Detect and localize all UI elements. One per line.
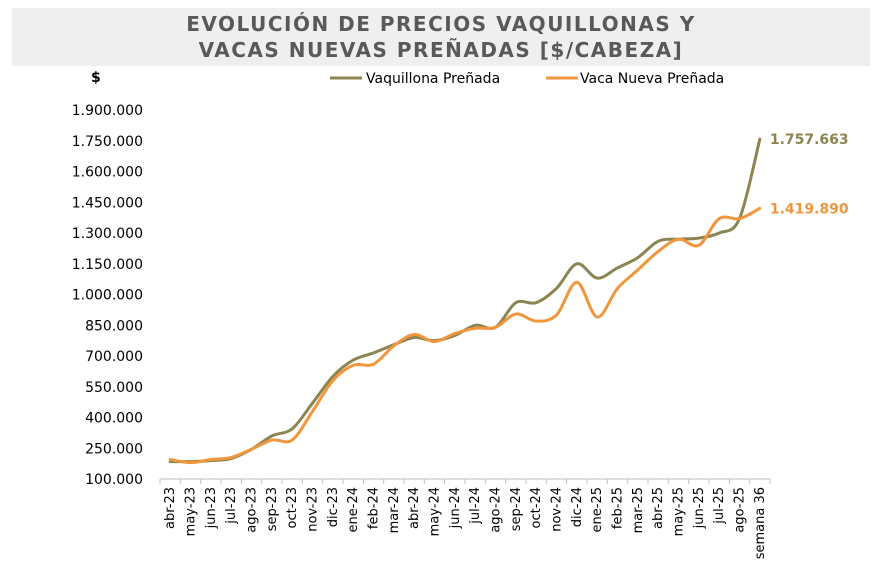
y-tick-label: 250.000 xyxy=(85,441,143,457)
x-tick-label: sep-24 xyxy=(509,487,524,531)
series-lines xyxy=(168,137,762,465)
x-tick-label: dic-23 xyxy=(326,487,341,527)
x-tick-label: mar-25 xyxy=(631,487,646,533)
x-tick-label: abr-24 xyxy=(407,487,422,529)
x-tick-label: jun-25 xyxy=(692,487,707,529)
x-tick-label: dic-24 xyxy=(570,487,585,527)
end-label-vaca: 1.419.890 xyxy=(770,201,849,217)
chart-title-bar: EVOLUCIÓN DE PRECIOS VAQUILLONAS Y VACAS… xyxy=(12,8,870,66)
series-line-vaquillona xyxy=(168,137,762,464)
y-tick-label: 1.150.000 xyxy=(72,257,143,273)
x-tick-label: sep-23 xyxy=(265,487,280,531)
y-tick-label: 1.300.000 xyxy=(72,226,143,242)
y-tick-label: 1.750.000 xyxy=(72,134,143,150)
chart-title-line-2: VACAS NUEVAS PREÑADAS [$/CABEZA] xyxy=(198,38,684,62)
y-tick-label: 400.000 xyxy=(85,411,143,427)
y-tick-label: 700.000 xyxy=(85,349,143,365)
x-tick-label: jun-24 xyxy=(448,487,463,529)
x-tick-label: may-24 xyxy=(428,487,443,536)
x-tick-label: oct-23 xyxy=(285,487,300,528)
x-tick-label: ene-25 xyxy=(590,487,605,532)
x-tick-label: feb-25 xyxy=(611,487,626,529)
x-tick-label: nov-23 xyxy=(306,487,321,532)
y-tick-label: 550.000 xyxy=(85,380,143,396)
x-axis: abr-23 may-23 jun-23 jul-23 ago-23 sep-23 oct-… xyxy=(159,478,771,559)
y-tick-label: 1.600.000 xyxy=(72,165,143,181)
x-tick-label: feb-24 xyxy=(367,487,382,529)
end-labels: 1.757.663 1.419.890 xyxy=(770,132,849,217)
x-tick-label: abr-23 xyxy=(163,487,178,529)
x-tick-label: jun-23 xyxy=(204,487,219,529)
x-tick-label: may-25 xyxy=(672,487,687,536)
x-tick-label: ago-24 xyxy=(489,487,504,533)
legend-label-vaquillona: Vaquillona Preñada xyxy=(366,71,500,87)
y-tick-label: 100.000 xyxy=(85,472,143,488)
x-tick-label: semana 36 xyxy=(753,487,768,559)
y-tick-label: 1.000.000 xyxy=(72,288,143,304)
x-tick-label: ago-23 xyxy=(245,487,260,533)
x-tick-label: oct-24 xyxy=(529,487,544,528)
y-axis: 100.000 250.000 400.000 550.000 700.000 850.0… xyxy=(72,103,143,488)
x-tick-label: ago-25 xyxy=(733,487,748,533)
y-tick-label: 850.000 xyxy=(85,318,143,334)
y-axis-unit-label: $ xyxy=(91,70,101,86)
x-tick-label: ene-24 xyxy=(346,487,361,532)
x-tick-label: abr-25 xyxy=(651,487,666,529)
y-tick-label: 1.900.000 xyxy=(72,103,143,119)
end-label-vaquillona: 1.757.663 xyxy=(770,132,849,148)
x-tick-label: may-23 xyxy=(184,487,199,536)
x-tick-label: jul-25 xyxy=(712,487,727,525)
x-tick-label: jul-23 xyxy=(224,487,239,525)
x-tick-label: nov-24 xyxy=(550,487,565,532)
legend-label-vaca: Vaca Nueva Preñada xyxy=(580,71,724,87)
series-line-vaca xyxy=(168,206,762,465)
x-tick-label: jul-24 xyxy=(468,487,483,525)
legend: Vaquillona Preñada Vaca Nueva Preñada xyxy=(330,71,724,87)
x-tick-label: mar-24 xyxy=(387,487,402,533)
y-tick-label: 1.450.000 xyxy=(72,195,143,211)
chart-title-line-1: EVOLUCIÓN DE PRECIOS VAQUILLONAS Y xyxy=(186,12,696,36)
